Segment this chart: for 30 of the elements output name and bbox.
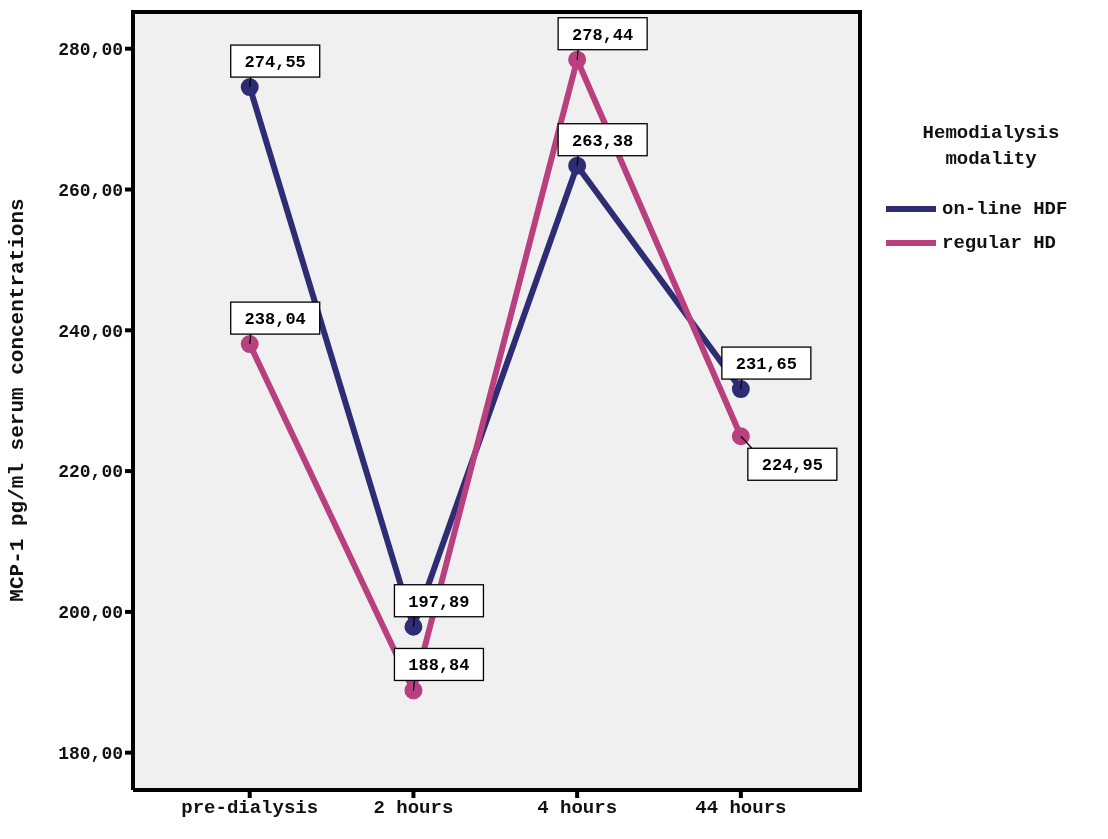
x-tick-label: 4 hours [537,797,618,820]
data-label: 188,84 [408,656,470,676]
y-tick-label: 280,00 [58,40,123,61]
point [404,617,423,636]
data-label: 278,44 [572,25,634,45]
data-label: 231,65 [735,355,797,375]
data-label: 197,89 [408,592,470,612]
point [240,335,259,354]
legend-label: on-line HDF [942,198,1068,220]
y-tick-label: 240,00 [58,321,123,342]
point [240,78,259,97]
legend-label: regular HD [942,232,1057,254]
point [404,681,423,700]
point [568,156,587,175]
legend-title: Hemodialysis modality [921,121,1061,172]
y-tick-label: 220,00 [58,462,123,483]
x-tick-label: 2 hours [373,797,454,820]
x-tick-label: 44 hours [695,797,787,820]
y-tick-label: 200,00 [58,603,123,624]
point [731,380,750,399]
point [568,50,587,69]
data-label: 238,04 [244,310,306,330]
x-tick-label: pre-dialysis [181,797,319,820]
data-label: 224,95 [761,456,823,476]
y-tick-label: 260,00 [58,180,123,201]
data-label: 263,38 [572,131,634,151]
data-label: 274,55 [244,53,306,73]
point [731,427,750,446]
y-axis-title: MCP-1 pg/ml serum concentrations [6,198,30,602]
y-tick-label: 180,00 [58,744,123,765]
